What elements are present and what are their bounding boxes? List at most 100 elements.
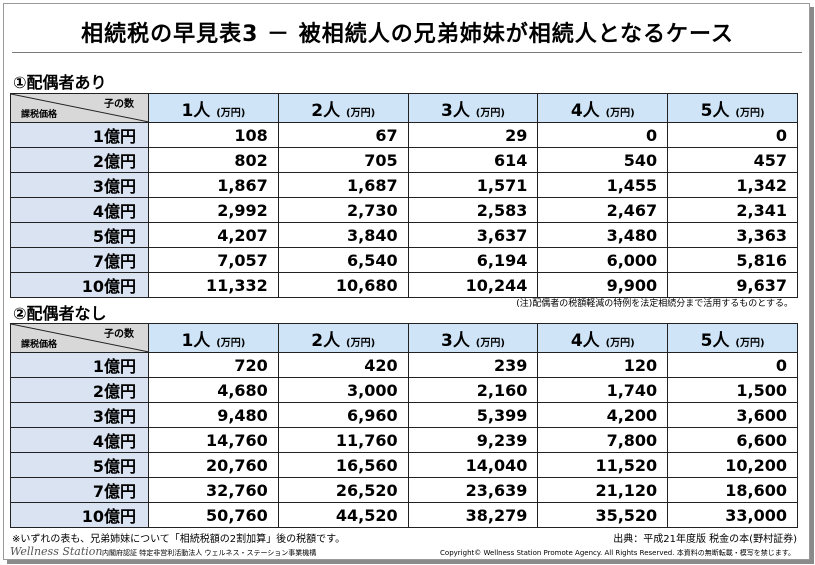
column-header: 2人 (万円) (277, 323, 409, 353)
table-cell-tax-amount: 32,760 (148, 477, 279, 503)
table-cell-tax-amount: 29 (407, 122, 539, 148)
table-cell-tax-amount: 11,760 (277, 427, 409, 453)
table-row: 4億円 14,760 11,760 9,239 7,800 6,600 (10, 427, 798, 453)
tax-table-with-spouse: 子の数 課税価格 1人 (万円) 2人 (万円) 3人 (万円) 4人 (万円)… (10, 93, 798, 298)
table-cell-tax-amount: 3,840 (277, 222, 409, 248)
row-header-tax-base: 1億円 (10, 122, 149, 148)
row-header-tax-base: 10億円 (10, 272, 149, 298)
table-cell-tax-amount: 9,637 (667, 272, 798, 298)
table-cell-tax-amount: 9,239 (407, 427, 539, 453)
table-cell-tax-amount: 3,363 (667, 222, 798, 248)
table-header-row: 子の数 課税価格 1人 (万円) 2人 (万円) 3人 (万円) 4人 (万円)… (10, 323, 798, 353)
row-header-tax-base: 2億円 (10, 147, 149, 173)
table-row: 5億円 20,760 16,560 14,040 11,520 10,200 (10, 452, 798, 478)
table-cell-tax-amount: 1,867 (148, 172, 279, 198)
table-header-row: 子の数 課税価格 1人 (万円) 2人 (万円) 3人 (万円) 4人 (万円)… (10, 93, 798, 123)
spouse-deduction-note: (注)配偶者の税額軽減の特例を法定相続分まで活用するものとする。 (516, 299, 793, 309)
column-header: 3人 (万円) (407, 323, 539, 353)
table-cell-tax-amount: 705 (277, 147, 409, 173)
column-header: 2人 (万円) (277, 93, 409, 123)
corner-diagonal (11, 324, 149, 352)
table-cell-tax-amount: 1,740 (537, 377, 669, 403)
table-row: 1億円 720 420 239 120 0 (10, 352, 798, 378)
table-cell-tax-amount: 3,000 (277, 377, 409, 403)
column-header: 4人 (万円) (537, 93, 669, 123)
tax-base-label: 課税価格 (21, 110, 58, 120)
row-header-tax-base: 3億円 (10, 172, 149, 198)
table-row: 7億円 7,057 6,540 6,194 6,000 5,816 (10, 247, 798, 273)
logo: Wellness Station (10, 545, 103, 558)
table-cell-tax-amount: 20,760 (148, 452, 279, 478)
table-cell-tax-amount: 44,520 (277, 502, 409, 528)
table-cell-tax-amount: 14,760 (148, 427, 279, 453)
table-cell-tax-amount: 239 (407, 352, 539, 378)
table-cell-tax-amount: 6,000 (537, 247, 669, 273)
table-cell-tax-amount: 1,342 (667, 172, 798, 198)
table-cell-tax-amount: 10,244 (407, 272, 539, 298)
table-cell-tax-amount: 50,760 (148, 502, 279, 528)
copyright-notice: Copyright© Wellness Station Promote Agen… (440, 549, 795, 557)
table-cell-tax-amount: 720 (148, 352, 279, 378)
table-cell-tax-amount: 0 (667, 122, 798, 148)
table-row: 3億円 1,867 1,687 1,571 1,455 1,342 (10, 172, 798, 198)
table-row: 4億円 2,992 2,730 2,583 2,467 2,341 (10, 197, 798, 223)
tax-table-without-spouse: 子の数 課税価格 1人 (万円) 2人 (万円) 3人 (万円) 4人 (万円)… (10, 323, 798, 528)
table-cell-tax-amount: 1,571 (407, 172, 539, 198)
row-header-tax-base: 10億円 (10, 502, 149, 528)
table-row: 2億円 802 705 614 540 457 (10, 147, 798, 173)
page-title: 相続税の早見表3 － 被相続人の兄弟姉妹が相続人となるケース (81, 22, 734, 47)
table-cell-tax-amount: 10,680 (277, 272, 409, 298)
row-header-tax-base: 2億円 (10, 377, 149, 403)
source-citation: 出典：平成21年度版 税金の本(野村証券) (613, 534, 797, 545)
table-cell-tax-amount: 3,637 (407, 222, 539, 248)
row-header-tax-base: 3億円 (10, 402, 149, 428)
table-cell-tax-amount: 7,800 (537, 427, 669, 453)
corner-diagonal (11, 94, 149, 122)
corner-cell: 子の数 課税価格 (10, 323, 149, 353)
table-cell-tax-amount: 4,680 (148, 377, 279, 403)
table-cell-tax-amount: 9,900 (537, 272, 669, 298)
children-count-label: 子の数 (104, 329, 134, 340)
table-cell-tax-amount: 10,200 (667, 452, 798, 478)
column-header: 5人 (万円) (667, 323, 798, 353)
table-cell-tax-amount: 35,520 (537, 502, 669, 528)
column-header: 3人 (万円) (407, 93, 539, 123)
table-cell-tax-amount: 1,500 (667, 377, 798, 403)
table-cell-tax-amount: 33,000 (667, 502, 798, 528)
section-heading-with-spouse: ①配偶者あり (13, 73, 107, 92)
table-row: 10億円 50,760 44,520 38,279 35,520 33,000 (10, 502, 798, 528)
row-header-tax-base: 1億円 (10, 352, 149, 378)
table-cell-tax-amount: 11,332 (148, 272, 279, 298)
table-cell-tax-amount: 16,560 (277, 452, 409, 478)
table-cell-tax-amount: 5,399 (407, 402, 539, 428)
children-count-label: 子の数 (104, 99, 134, 110)
tax-base-label: 課税価格 (21, 340, 58, 350)
corner-cell: 子の数 課税価格 (10, 93, 149, 123)
table-cell-tax-amount: 1,687 (277, 172, 409, 198)
table-cell-tax-amount: 0 (667, 352, 798, 378)
table-cell-tax-amount: 67 (277, 122, 409, 148)
table-cell-tax-amount: 6,960 (277, 402, 409, 428)
table-row: 5億円 4,207 3,840 3,637 3,480 3,363 (10, 222, 798, 248)
table-cell-tax-amount: 18,600 (667, 477, 798, 503)
section-heading-without-spouse: ②配偶者なし (13, 304, 107, 323)
table-row: 2億円 4,680 3,000 2,160 1,740 1,500 (10, 377, 798, 403)
table-cell-tax-amount: 2,341 (667, 197, 798, 223)
column-header: 1人 (万円) (148, 323, 279, 353)
table-cell-tax-amount: 540 (537, 147, 669, 173)
table-cell-tax-amount: 4,207 (148, 222, 279, 248)
table-cell-tax-amount: 420 (277, 352, 409, 378)
table-cell-tax-amount: 21,120 (537, 477, 669, 503)
table-cell-tax-amount: 3,480 (537, 222, 669, 248)
table-cell-tax-amount: 14,040 (407, 452, 539, 478)
row-header-tax-base: 4億円 (10, 197, 149, 223)
table-row: 3億円 9,480 6,960 5,399 4,200 3,600 (10, 402, 798, 428)
table-cell-tax-amount: 26,520 (277, 477, 409, 503)
table-cell-tax-amount: 5,816 (667, 247, 798, 273)
row-header-tax-base: 7億円 (10, 477, 149, 503)
table-row: 7億円 32,760 26,520 23,639 21,120 18,600 (10, 477, 798, 503)
table-cell-tax-amount: 108 (148, 122, 279, 148)
table-cell-tax-amount: 3,600 (667, 402, 798, 428)
table-cell-tax-amount: 23,639 (407, 477, 539, 503)
title-divider (12, 52, 802, 53)
